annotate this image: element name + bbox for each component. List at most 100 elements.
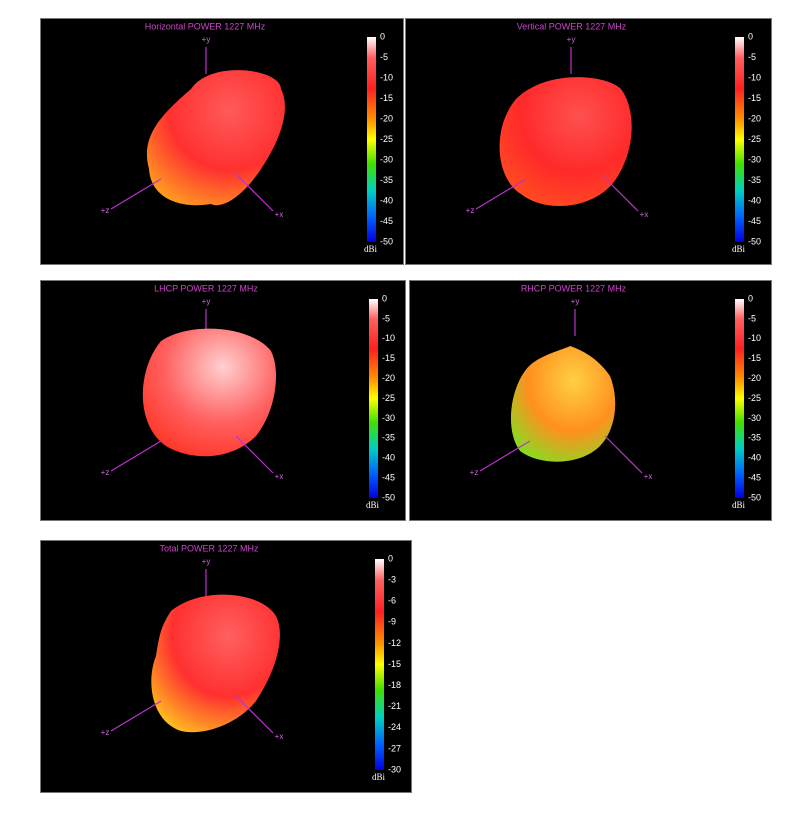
- axis-label: +z: [101, 206, 110, 215]
- colorbar-tick-label: 0: [748, 293, 753, 303]
- pattern-view: Total POWER 1227 MHz +y +z +x 0 -3 -6 -9 -12 -15 -…: [101, 543, 401, 782]
- colorbar-tick-label: -50: [748, 236, 761, 246]
- pattern-view: Horizontal POWER 1227 MHz +y +z +x 0 -5 -10 -15…: [101, 21, 393, 254]
- colorbar: [375, 559, 384, 770]
- colorbar-tick-label: -35: [380, 175, 393, 185]
- axis-line: [235, 173, 274, 212]
- colorbar-tick-label: -10: [382, 333, 395, 343]
- axis-label: +z: [466, 206, 475, 215]
- colorbar-tick-label: -15: [748, 353, 761, 363]
- colorbar-tick-label: -20: [748, 113, 761, 123]
- pattern-surface: [151, 594, 280, 733]
- axis-label: +x: [275, 472, 284, 481]
- colorbar-tick-label: -20: [380, 113, 393, 123]
- colorbar-tick-label: -45: [382, 472, 395, 482]
- colorbar-tick-label: -27: [388, 743, 401, 753]
- colorbar-tick-label: -24: [388, 722, 401, 732]
- colorbar-tick-label: 0: [388, 553, 393, 563]
- colorbar: [735, 37, 744, 242]
- colorbar-unit: dBi: [364, 244, 378, 254]
- colorbar-tick-label: 0: [748, 31, 753, 41]
- axis-label: +x: [640, 210, 649, 219]
- pattern-view: LHCP POWER 1227 MHz +y +z +x 0 -5 -10 -15 -20 -25…: [101, 283, 395, 510]
- axis-line: [600, 173, 639, 212]
- pattern-panel: Horizontal POWER 1227 MHz +y +z +x 0 -5 -10 -15…: [40, 18, 404, 265]
- colorbar-tick-label: -45: [748, 472, 761, 482]
- colorbar-tick-label: -40: [382, 453, 395, 463]
- axis-line: [235, 435, 274, 474]
- colorbar-tick-label: 0: [382, 293, 387, 303]
- axis-label: +y: [202, 297, 211, 306]
- pattern-surface: [142, 328, 276, 457]
- colorbar-tick-label: -10: [380, 72, 393, 82]
- pattern-surface: [510, 346, 616, 462]
- colorbar-tick-label: -20: [382, 373, 395, 383]
- axis-label: +z: [101, 728, 110, 737]
- colorbar-tick-label: -10: [748, 333, 761, 343]
- pattern-panel: Total POWER 1227 MHz +y +z +x 0 -3 -6 -9 -12 -15 -…: [40, 540, 412, 793]
- axis-line: [110, 700, 162, 732]
- colorbar-unit: dBi: [732, 244, 746, 254]
- axis-label: +z: [470, 468, 479, 477]
- panel-title: Vertical POWER 1227 MHz: [517, 21, 627, 31]
- colorbar-tick-label: -15: [382, 353, 395, 363]
- colorbar-tick-label: -30: [748, 154, 761, 164]
- colorbar-tick-label: -5: [748, 313, 756, 323]
- pattern-view: RHCP POWER 1227 MHz +y +z +x 0 -5 -10 -15 -20 -25…: [470, 283, 761, 510]
- colorbar-tick-label: -15: [380, 93, 393, 103]
- axis-label: +y: [202, 557, 211, 566]
- panel-title: Total POWER 1227 MHz: [159, 543, 259, 553]
- colorbar-tick-label: -5: [748, 52, 756, 62]
- colorbar-tick-label: -6: [388, 596, 396, 606]
- colorbar-tick-label: -3: [388, 574, 396, 584]
- axis-label: +x: [275, 732, 284, 741]
- colorbar-unit: dBi: [366, 500, 380, 510]
- axis-label: +x: [644, 472, 653, 481]
- pattern-view: Vertical POWER 1227 MHz +y +z +x 0 -5 -10 -15 -2…: [466, 21, 761, 254]
- pattern-panel: RHCP POWER 1227 MHz +y +z +x 0 -5 -10 -15 -20 -25…: [409, 280, 772, 521]
- colorbar-tick-label: -30: [380, 154, 393, 164]
- colorbar-tick-label: -35: [382, 433, 395, 443]
- colorbar-tick-label: -25: [748, 393, 761, 403]
- colorbar-unit: dBi: [732, 500, 746, 510]
- axis-label: +y: [571, 297, 580, 306]
- axis-label: +z: [101, 468, 110, 477]
- colorbar-tick-label: -35: [748, 175, 761, 185]
- colorbar: [735, 299, 744, 498]
- colorbar-tick-label: -40: [748, 453, 761, 463]
- colorbar-tick-label: -18: [388, 680, 401, 690]
- colorbar-tick-label: -9: [388, 617, 396, 627]
- colorbar-tick-label: -5: [382, 313, 390, 323]
- axis-line: [604, 435, 643, 474]
- colorbar-tick-label: -10: [748, 72, 761, 82]
- pattern-surface: [499, 77, 632, 206]
- axis-line: [479, 440, 531, 472]
- pattern-surface: [146, 70, 285, 206]
- panel-title: RHCP POWER 1227 MHz: [521, 283, 627, 293]
- colorbar-tick-label: -45: [748, 216, 761, 226]
- axis-label: +y: [567, 35, 576, 44]
- colorbar-tick-label: -20: [748, 373, 761, 383]
- colorbar-tick-label: -21: [388, 701, 401, 711]
- colorbar-unit: dBi: [372, 772, 386, 782]
- pattern-panel: LHCP POWER 1227 MHz +y +z +x 0 -5 -10 -15 -20 -25…: [40, 280, 406, 521]
- colorbar-tick-label: -30: [382, 413, 395, 423]
- axis-line: [475, 178, 527, 210]
- colorbar-tick-label: -50: [382, 492, 395, 502]
- axis-label: +x: [275, 210, 284, 219]
- colorbar: [369, 299, 378, 498]
- axis-line: [110, 178, 162, 210]
- colorbar-tick-label: -12: [388, 638, 401, 648]
- colorbar-tick-label: -40: [380, 195, 393, 205]
- colorbar-tick-label: 0: [380, 31, 385, 41]
- axis-line: [110, 440, 162, 472]
- colorbar-tick-label: -40: [748, 195, 761, 205]
- colorbar-tick-label: -35: [748, 433, 761, 443]
- panel-title: Horizontal POWER 1227 MHz: [145, 21, 266, 31]
- colorbar-tick-label: -25: [380, 134, 393, 144]
- colorbar-tick-label: -45: [380, 216, 393, 226]
- axis-line: [235, 695, 274, 734]
- colorbar-tick-label: -25: [382, 393, 395, 403]
- panel-title: LHCP POWER 1227 MHz: [154, 283, 258, 293]
